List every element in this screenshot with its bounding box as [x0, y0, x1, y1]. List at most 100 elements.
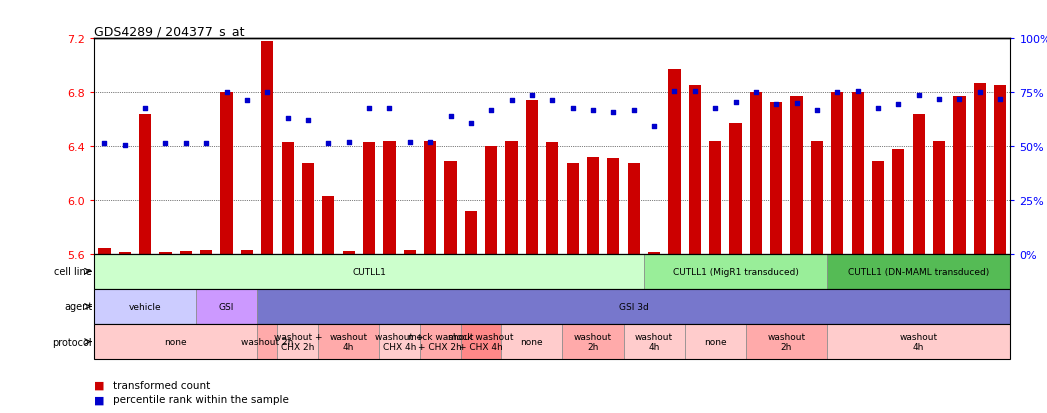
- Text: none: none: [520, 337, 543, 346]
- Point: [911, 92, 928, 99]
- Bar: [566, 164, 579, 254]
- Text: none: none: [704, 337, 727, 346]
- Bar: [94, 289, 196, 324]
- Bar: [159, 253, 172, 254]
- Bar: [379, 324, 420, 359]
- Bar: [974, 83, 986, 254]
- Text: washout
4h: washout 4h: [330, 332, 367, 351]
- Point: [605, 110, 622, 116]
- Point: [564, 106, 581, 112]
- Bar: [302, 164, 314, 254]
- Text: CUTLL1: CUTLL1: [352, 267, 386, 276]
- Text: ■: ■: [94, 380, 105, 390]
- Point: [931, 96, 948, 103]
- Point: [829, 90, 846, 96]
- Bar: [98, 249, 111, 254]
- Bar: [258, 324, 277, 359]
- Bar: [810, 141, 823, 254]
- Bar: [607, 159, 620, 254]
- Point: [808, 107, 825, 114]
- Bar: [624, 324, 685, 359]
- Point: [116, 142, 133, 149]
- Bar: [485, 147, 497, 254]
- Point: [422, 139, 439, 146]
- Bar: [689, 86, 700, 254]
- Point: [177, 141, 194, 147]
- Bar: [644, 254, 827, 289]
- Point: [524, 92, 540, 99]
- Bar: [547, 142, 558, 254]
- Text: ■: ■: [94, 394, 105, 404]
- Bar: [648, 253, 661, 254]
- Point: [625, 107, 642, 114]
- Text: washout +
CHX 4h: washout + CHX 4h: [376, 332, 424, 351]
- Text: none: none: [164, 337, 187, 346]
- Bar: [404, 250, 416, 254]
- Bar: [342, 251, 355, 254]
- Point: [890, 102, 907, 108]
- Point: [401, 139, 418, 146]
- Bar: [771, 102, 782, 254]
- Text: protocol: protocol: [52, 337, 92, 347]
- Point: [360, 106, 377, 112]
- Bar: [587, 157, 599, 254]
- Point: [788, 100, 805, 107]
- Text: mock washout
+ CHX 2h: mock washout + CHX 2h: [407, 332, 473, 351]
- Bar: [730, 124, 741, 254]
- Bar: [465, 211, 477, 254]
- Bar: [282, 142, 294, 254]
- Bar: [318, 324, 379, 359]
- Point: [157, 141, 174, 147]
- Bar: [94, 324, 258, 359]
- Bar: [139, 114, 151, 254]
- Bar: [461, 324, 502, 359]
- Bar: [827, 324, 1010, 359]
- Bar: [851, 93, 864, 254]
- Point: [870, 106, 887, 112]
- Point: [687, 88, 704, 95]
- Bar: [383, 141, 396, 254]
- Bar: [444, 161, 456, 254]
- Bar: [241, 250, 253, 254]
- Text: GDS4289 / 204377_s_at: GDS4289 / 204377_s_at: [94, 25, 245, 38]
- Text: cell line: cell line: [54, 266, 92, 277]
- Point: [727, 99, 743, 106]
- Bar: [502, 324, 562, 359]
- Point: [320, 141, 337, 147]
- Text: washout
4h: washout 4h: [636, 332, 673, 351]
- Point: [951, 96, 967, 103]
- Text: CUTLL1 (MigR1 transduced): CUTLL1 (MigR1 transduced): [672, 267, 799, 276]
- Point: [198, 141, 215, 147]
- Bar: [118, 253, 131, 254]
- Bar: [420, 324, 461, 359]
- Bar: [668, 70, 681, 254]
- Text: washout
4h: washout 4h: [899, 332, 938, 351]
- Bar: [261, 42, 273, 254]
- Bar: [831, 93, 844, 254]
- Bar: [322, 196, 334, 254]
- Point: [584, 107, 601, 114]
- Point: [381, 106, 398, 112]
- Text: washout
2h: washout 2h: [767, 332, 805, 351]
- Text: CUTLL1 (DN-MAML transduced): CUTLL1 (DN-MAML transduced): [848, 267, 989, 276]
- Text: percentile rank within the sample: percentile rank within the sample: [113, 394, 289, 404]
- Bar: [933, 141, 945, 254]
- Text: GSI 3d: GSI 3d: [619, 302, 648, 311]
- Point: [483, 107, 499, 114]
- Bar: [200, 250, 213, 254]
- Bar: [994, 86, 1006, 254]
- Point: [218, 90, 235, 96]
- Point: [442, 114, 459, 121]
- Bar: [892, 150, 905, 254]
- Bar: [258, 289, 1010, 324]
- Bar: [277, 324, 318, 359]
- Point: [992, 96, 1008, 103]
- Bar: [709, 141, 721, 254]
- Bar: [424, 141, 437, 254]
- Bar: [790, 97, 803, 254]
- Bar: [180, 251, 192, 254]
- Bar: [506, 141, 517, 254]
- Point: [646, 123, 663, 130]
- Point: [544, 98, 561, 104]
- Point: [96, 141, 113, 147]
